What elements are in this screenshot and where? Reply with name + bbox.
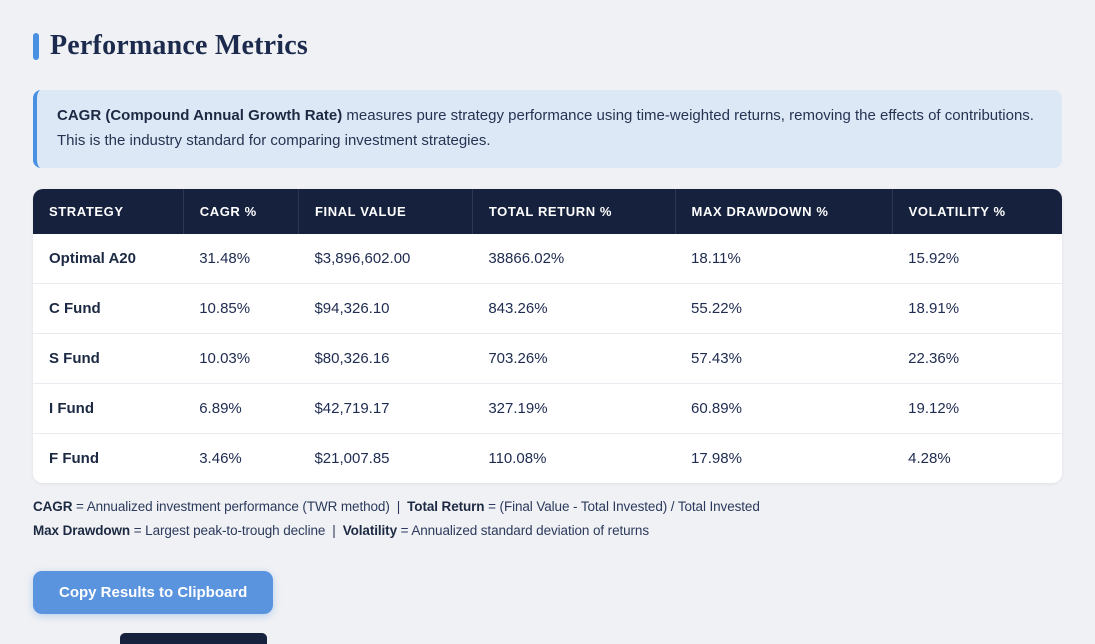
column-header-final-value: FINAL VALUE bbox=[298, 188, 473, 234]
table-row-s-fund: S Fund 10.03% $80,326.16 703.26% 57.43% … bbox=[33, 333, 1062, 384]
final-value: $94,326.10 bbox=[298, 283, 473, 334]
table-header-row: STRATEGY CAGR % FINAL VALUE TOTAL RETURN… bbox=[33, 188, 1062, 234]
max-drawdown-value: 55.22% bbox=[675, 283, 893, 334]
volatility-value: 15.92% bbox=[892, 233, 1062, 284]
footnote-separator: | bbox=[396, 498, 401, 514]
footnote-term-max-drawdown: Max Drawdown bbox=[33, 523, 131, 539]
footnote-line-1: CAGR = Annualized investment performance… bbox=[33, 497, 1062, 517]
metrics-table-card: STRATEGY CAGR % FINAL VALUE TOTAL RETURN… bbox=[33, 188, 1062, 483]
title-accent-bar bbox=[33, 32, 39, 60]
footnote-def-volatility: = Annualized standard deviation of retur… bbox=[400, 523, 649, 539]
footnote-def-max-drawdown: = Largest peak-to-trough decline bbox=[133, 523, 326, 539]
page-header: Performance Metrics bbox=[33, 30, 1062, 62]
final-value: $3,896,602.00 bbox=[298, 233, 473, 284]
footnote-line-2: Max Drawdown = Largest peak-to-trough de… bbox=[33, 521, 1062, 541]
total-return-value: 843.26% bbox=[472, 283, 676, 334]
footnote-term-total-return: Total Return bbox=[407, 498, 485, 514]
strategy-name: I Fund bbox=[33, 383, 184, 434]
info-text-bold: CAGR (Compound Annual Growth Rate) bbox=[57, 107, 343, 124]
column-header-total-return: TOTAL RETURN % bbox=[472, 188, 676, 234]
total-return-value: 38866.02% bbox=[472, 233, 676, 284]
max-drawdown-value: 17.98% bbox=[675, 433, 893, 483]
footnote-term-volatility: Volatility bbox=[342, 523, 397, 539]
performance-metrics-page: Performance Metrics CAGR (Compound Annua… bbox=[33, 30, 1062, 614]
column-header-cagr: CAGR % bbox=[183, 188, 299, 234]
copy-results-button[interactable]: Copy Results to Clipboard bbox=[33, 570, 274, 614]
table-row-c-fund: C Fund 10.85% $94,326.10 843.26% 55.22% … bbox=[33, 283, 1062, 334]
max-drawdown-value: 57.43% bbox=[675, 333, 893, 384]
footnote-term-cagr: CAGR bbox=[33, 498, 73, 514]
info-text-rest: measures pure strategy performance using… bbox=[57, 107, 1034, 149]
strategy-name: Optimal A20 bbox=[33, 233, 184, 284]
column-header-strategy: STRATEGY bbox=[33, 188, 184, 234]
column-header-max-drawdown: MAX DRAWDOWN % bbox=[675, 188, 893, 234]
footnote-def-total-return: = (Final Value - Total Invested) / Total… bbox=[488, 498, 760, 514]
performance-metrics-table: STRATEGY CAGR % FINAL VALUE TOTAL RETURN… bbox=[33, 188, 1062, 483]
page-title: Performance Metrics bbox=[50, 30, 308, 61]
volatility-value: 19.12% bbox=[892, 383, 1062, 434]
cagr-value: 10.85% bbox=[183, 283, 299, 334]
cagr-value: 3.46% bbox=[183, 433, 299, 483]
total-return-value: 703.26% bbox=[472, 333, 676, 384]
table-row-f-fund: F Fund 3.46% $21,007.85 110.08% 17.98% 4… bbox=[33, 433, 1062, 483]
next-section-header-peek bbox=[120, 633, 267, 644]
column-header-volatility: VOLATILITY % bbox=[892, 188, 1062, 234]
volatility-value: 22.36% bbox=[892, 333, 1062, 384]
cagr-value: 6.89% bbox=[183, 383, 299, 434]
volatility-value: 4.28% bbox=[892, 433, 1062, 483]
total-return-value: 327.19% bbox=[472, 383, 676, 434]
table-row-optimal-a20: Optimal A20 31.48% $3,896,602.00 38866.0… bbox=[33, 233, 1062, 284]
cagr-value: 31.48% bbox=[183, 233, 299, 284]
final-value: $42,719.17 bbox=[298, 383, 473, 434]
metric-definitions: CAGR = Annualized investment performance… bbox=[33, 497, 1062, 541]
strategy-name: F Fund bbox=[33, 433, 184, 483]
table-row-i-fund: I Fund 6.89% $42,719.17 327.19% 60.89% 1… bbox=[33, 383, 1062, 434]
total-return-value: 110.08% bbox=[472, 433, 676, 483]
max-drawdown-value: 60.89% bbox=[675, 383, 893, 434]
cagr-info-box: CAGR (Compound Annual Growth Rate) measu… bbox=[33, 90, 1062, 168]
max-drawdown-value: 18.11% bbox=[675, 233, 893, 284]
volatility-value: 18.91% bbox=[892, 283, 1062, 334]
info-text: CAGR (Compound Annual Growth Rate) measu… bbox=[57, 104, 1042, 154]
footnote-def-cagr: = Annualized investment performance (TWR… bbox=[76, 498, 390, 514]
strategy-name: S Fund bbox=[33, 333, 184, 384]
final-value: $21,007.85 bbox=[298, 433, 473, 483]
footnote-separator: | bbox=[332, 523, 336, 539]
final-value: $80,326.16 bbox=[298, 333, 473, 384]
cagr-value: 10.03% bbox=[183, 333, 299, 384]
strategy-name: C Fund bbox=[33, 283, 184, 334]
